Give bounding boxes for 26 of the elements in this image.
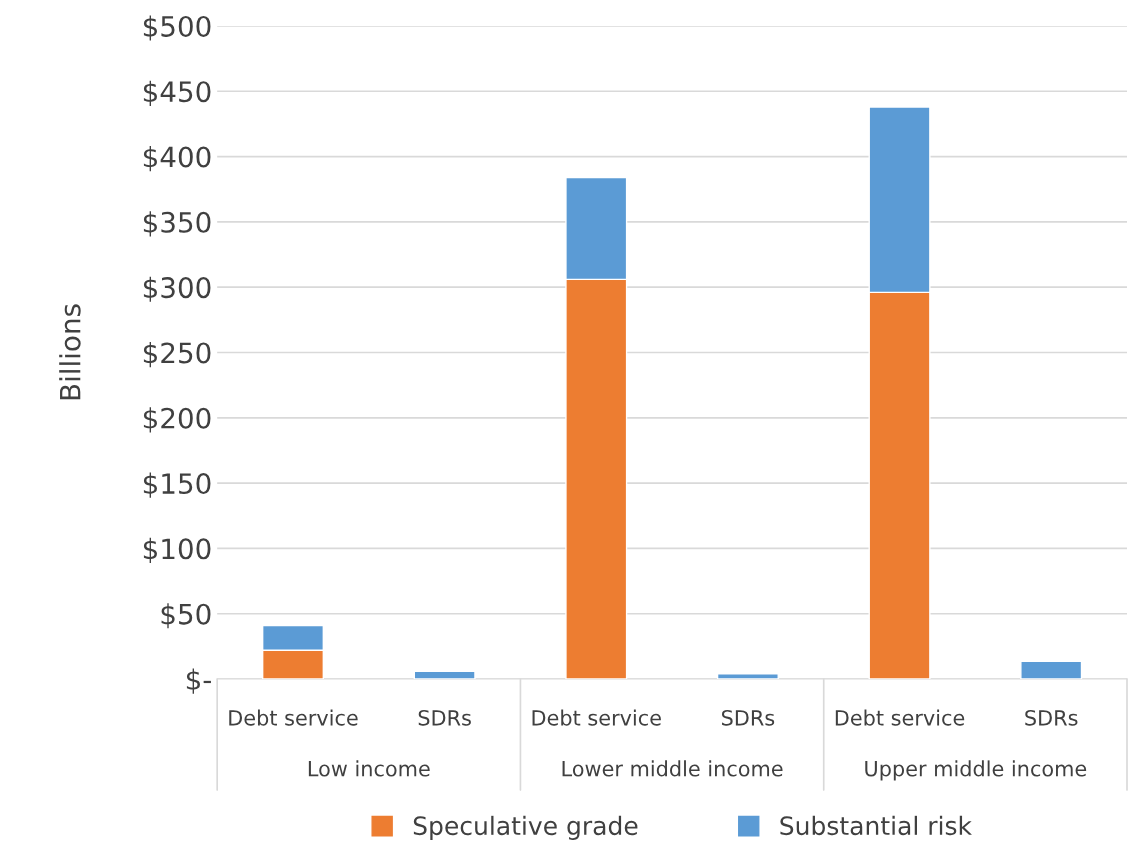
y-tick-label: $450	[143, 80, 211, 106]
bar	[716, 673, 779, 680]
y-axis-title: Billions	[59, 304, 81, 400]
y-tick-label: $50	[161, 603, 211, 629]
bar	[1020, 660, 1083, 680]
y-tick-label: $-	[186, 668, 211, 694]
legend-label: Substantial risk	[780, 815, 972, 836]
bar	[413, 670, 476, 680]
x-tick-label: SDRs	[721, 709, 775, 726]
y-tick-label: $200	[143, 407, 211, 433]
x-tick-label: Debt service	[229, 709, 358, 726]
x-tick-label: Debt service	[835, 709, 965, 726]
text: Upper middle income	[865, 760, 1087, 781]
legend-label: Speculative grade	[413, 815, 638, 841]
y-tick-label: $350	[143, 211, 211, 237]
text: Low income	[308, 760, 430, 777]
y-tick-label: $150	[143, 472, 211, 498]
x-tick-label: Debt service	[532, 709, 661, 726]
y-tick-label: $300	[143, 276, 211, 302]
y-tick-label: $500	[143, 15, 211, 41]
text: Lower middle income	[562, 760, 783, 777]
y-tick-label: $100	[143, 537, 211, 564]
x-tick-label: SDRs	[1025, 709, 1078, 726]
y-tick-label: $400	[143, 146, 211, 172]
y-tick-label: $250	[143, 341, 211, 368]
x-tick-label: SDRs	[418, 709, 471, 726]
